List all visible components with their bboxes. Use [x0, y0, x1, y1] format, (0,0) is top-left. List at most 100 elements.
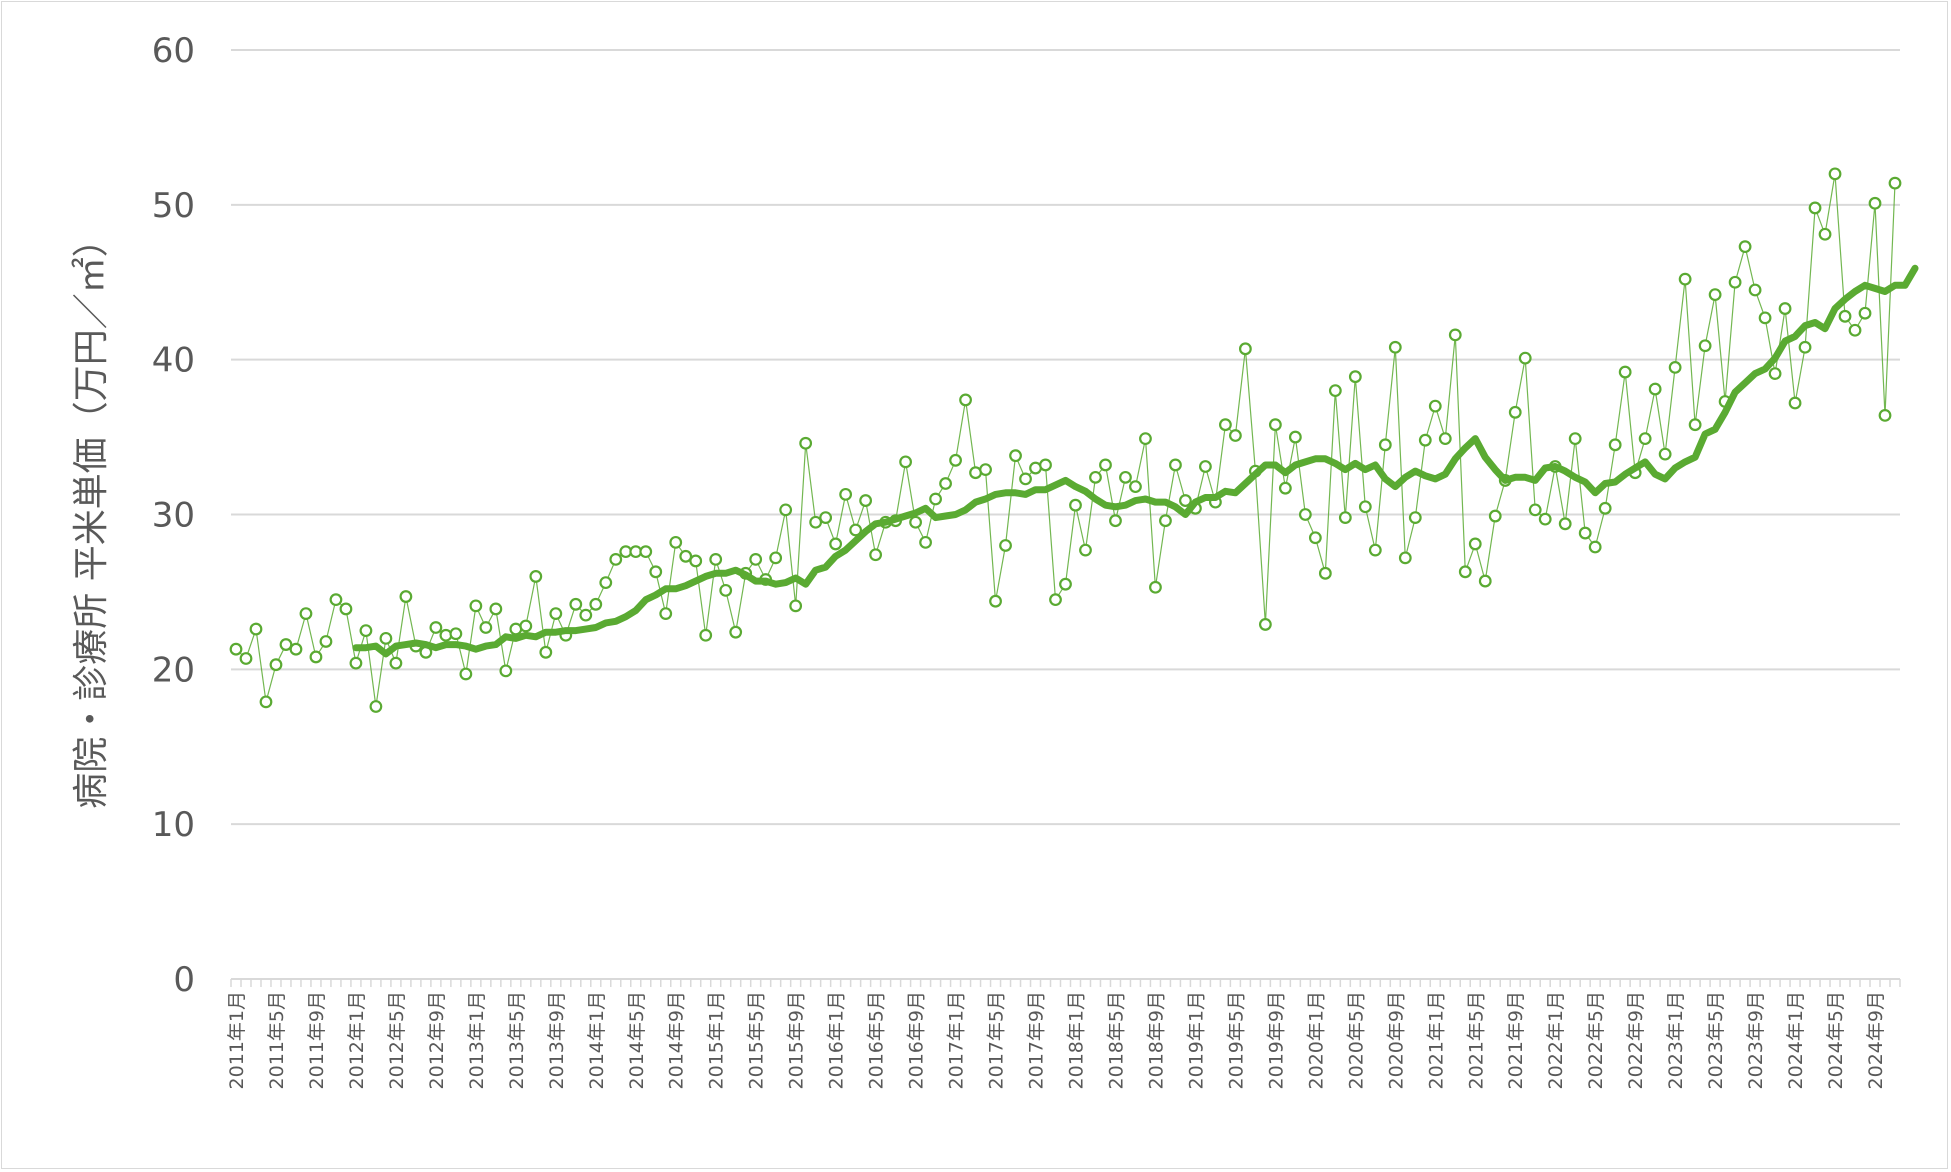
monthly-point	[499, 664, 513, 678]
monthly-point	[1428, 399, 1442, 413]
monthly-point	[1149, 580, 1162, 594]
monthly-point	[329, 593, 343, 607]
y-tick-label: 40	[152, 341, 195, 381]
monthly-point	[549, 607, 563, 620]
monthly-point	[1378, 438, 1392, 452]
monthly-point	[769, 551, 783, 565]
x-tick-labels: 2011年1月 2011年5月 2011年9月 2012年1月 2012年5月 2012年…	[226, 979, 1901, 1089]
monthly-point	[359, 624, 373, 638]
x-tick-label: 2013年5月	[506, 991, 528, 1089]
monthly-point	[1368, 543, 1382, 557]
monthly-point	[1768, 367, 1782, 381]
monthly-point	[1808, 201, 1822, 215]
monthly-point	[1318, 566, 1332, 580]
x-tick-label: 2022年9月	[1625, 991, 1647, 1089]
monthly-point	[829, 537, 843, 551]
monthly-point	[899, 455, 912, 469]
monthly-point	[1588, 540, 1602, 554]
monthly-point	[1019, 472, 1032, 486]
monthly-point	[1608, 438, 1622, 452]
x-tick-label: 2011年9月	[306, 991, 328, 1089]
monthly-point	[779, 503, 793, 517]
monthly-point	[939, 477, 952, 490]
monthly-point	[1298, 508, 1312, 521]
monthly-point	[699, 628, 713, 642]
monthly-point	[1638, 432, 1652, 446]
monthly-point	[1708, 288, 1722, 302]
monthly-point	[709, 553, 723, 566]
monthly-point	[1059, 577, 1072, 591]
monthly-point	[1278, 481, 1292, 495]
monthly-point	[929, 492, 942, 506]
monthly-point	[1668, 361, 1682, 374]
monthly-point	[1228, 429, 1242, 442]
monthly-point	[1488, 509, 1502, 523]
x-tick-label: 2012年1月	[346, 991, 368, 1089]
monthly-point	[489, 602, 503, 616]
monthly-point	[249, 622, 263, 636]
monthly-point	[1888, 176, 1902, 190]
monthly-point	[1568, 432, 1582, 446]
monthly-point	[1049, 593, 1062, 607]
monthly-point	[1868, 196, 1882, 210]
moving-average-series	[352, 264, 1919, 658]
x-tick-label: 2017年5月	[986, 991, 1008, 1089]
monthly-point	[399, 590, 413, 603]
monthly-point	[1438, 432, 1452, 446]
monthly-point	[1798, 340, 1812, 354]
monthly-point	[599, 576, 613, 590]
monthly-point	[689, 554, 703, 568]
monthly-point	[389, 656, 403, 670]
x-tick-label: 2013年9月	[546, 991, 568, 1089]
x-tick-label: 2021年1月	[1425, 991, 1447, 1089]
monthly-point	[1528, 503, 1542, 517]
x-tick-label: 2023年5月	[1705, 991, 1727, 1089]
monthly-point	[449, 627, 463, 641]
monthly-point	[529, 570, 543, 583]
monthly-point	[469, 599, 483, 613]
monthly-point	[1199, 460, 1212, 473]
monthly-point	[1418, 433, 1432, 447]
x-tick-label: 2016年9月	[906, 991, 928, 1089]
monthly-point	[839, 487, 853, 501]
monthly-point	[1139, 432, 1152, 446]
monthly-point	[789, 599, 803, 613]
monthly-point	[609, 553, 623, 566]
y-axis-label: 病院・診療所 平米単価（万円／㎡）	[70, 221, 112, 808]
x-tick-label: 2012年9月	[426, 991, 448, 1089]
monthly-point	[1288, 430, 1302, 444]
monthly-point	[429, 621, 443, 634]
monthly-point	[1238, 342, 1252, 356]
monthly-point	[1069, 498, 1082, 512]
monthly-point	[319, 635, 333, 648]
x-tick-label: 2020年9月	[1385, 991, 1407, 1089]
monthly-point	[1748, 283, 1762, 297]
monthly-point	[589, 597, 603, 611]
monthly-point	[819, 511, 833, 524]
monthly-point	[999, 539, 1012, 552]
monthly-point	[989, 594, 1002, 608]
monthly-point	[979, 463, 992, 476]
x-tick-label: 2019年5月	[1225, 991, 1247, 1089]
y-tick-label: 0	[173, 960, 195, 1000]
monthly-point	[539, 645, 553, 659]
monthly-point	[1458, 565, 1472, 579]
x-tick-label: 2024年9月	[1865, 991, 1887, 1089]
monthly-point	[809, 515, 823, 529]
monthly-point	[1508, 405, 1522, 419]
monthly-point	[1258, 618, 1272, 631]
monthly-point	[679, 549, 693, 563]
monthly-point	[239, 652, 253, 665]
monthly-point	[349, 656, 363, 670]
monthly-point	[639, 545, 653, 559]
monthly-point	[1079, 543, 1092, 557]
monthly-point	[479, 621, 493, 634]
x-tick-label: 2017年9月	[1026, 991, 1048, 1089]
monthly-point	[1738, 240, 1752, 254]
monthly-point	[1089, 470, 1102, 484]
x-tick-label: 2011年5月	[266, 991, 288, 1089]
x-tick-label: 2013年1月	[466, 991, 488, 1089]
monthly-point	[1358, 500, 1372, 514]
monthly-point	[1818, 227, 1832, 241]
